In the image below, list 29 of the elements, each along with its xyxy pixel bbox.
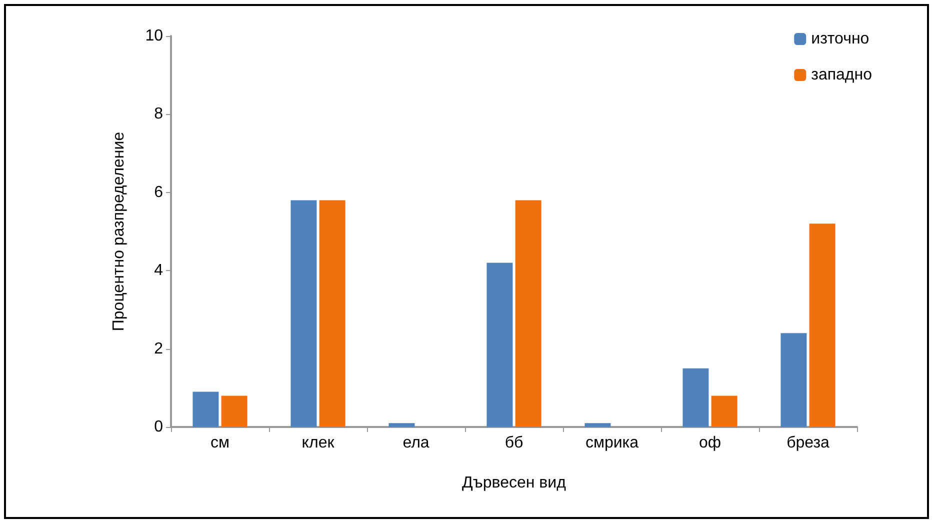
x-tick-label: см [210,434,230,452]
bar [388,423,415,427]
legend-label: западно [811,66,872,84]
y-axis-title: Процентно разпределение [110,132,128,332]
x-tick-label: клек [302,434,336,452]
bar [809,224,836,427]
x-axis-title: Дървесен вид [462,474,567,492]
x-tick-label: бб [504,434,524,452]
bar [682,368,709,427]
x-tick-label: смрика [585,434,639,452]
x-tick-label: ела [402,434,430,452]
bar [711,396,738,427]
bar [515,200,542,427]
y-tick-label: 2 [154,340,164,358]
legend-label: източно [811,30,870,48]
y-tick-label: 0 [154,418,164,436]
y-tick-label: 8 [154,106,164,123]
bar [290,200,317,427]
x-tick-label: бреза [786,434,830,452]
y-tick-label: 4 [154,262,164,280]
y-tick-label: 6 [154,184,164,201]
bar [221,396,248,427]
bar [486,262,513,427]
bar [192,392,219,427]
y-tick-label: 10 [145,28,164,44]
bar [780,333,807,427]
bar [584,423,611,427]
x-tick-label: оф [698,434,722,452]
bar [319,200,346,427]
